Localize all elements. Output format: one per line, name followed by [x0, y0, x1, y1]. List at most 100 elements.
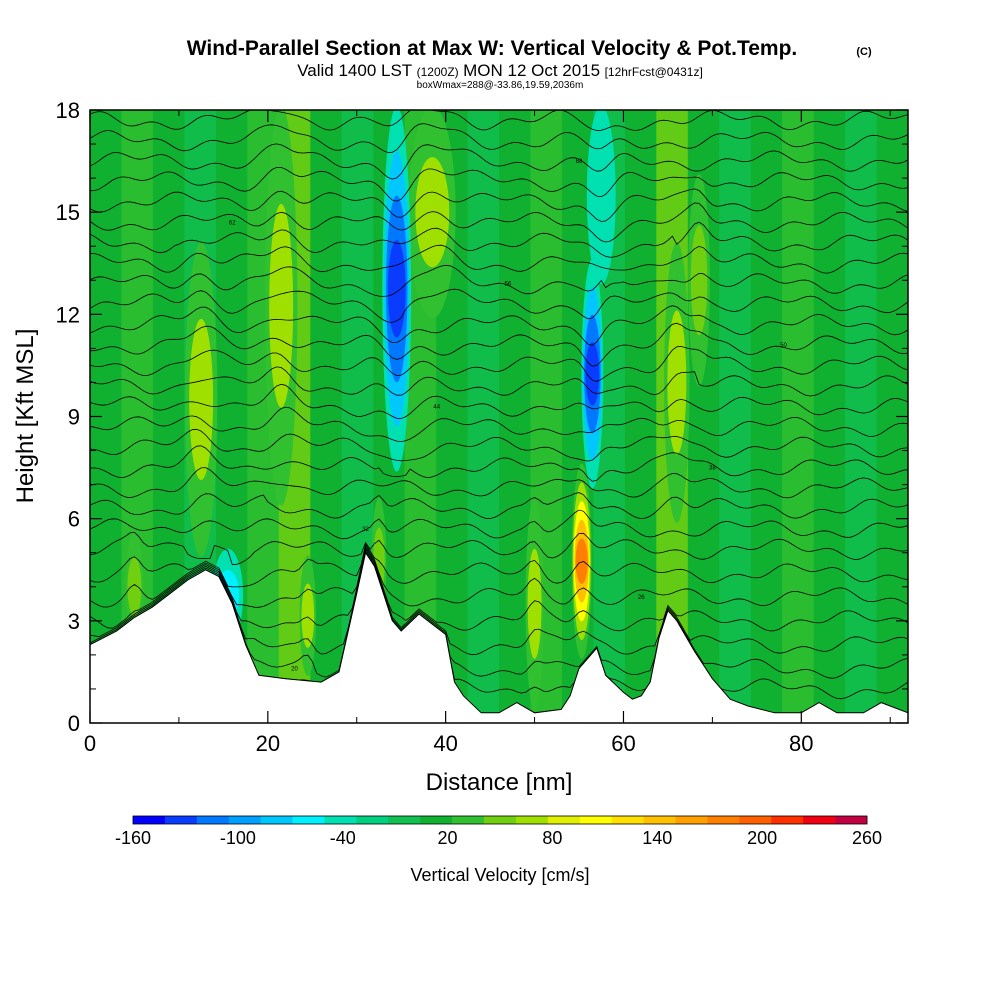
updraft-band	[415, 157, 450, 268]
updraft-band	[575, 538, 588, 584]
field-cell	[719, 110, 752, 723]
updraft-band	[189, 318, 214, 481]
subtitle-valid: Valid 1400 LST	[297, 61, 412, 80]
terrain	[89, 551, 909, 724]
colorbar-swatch	[356, 816, 389, 824]
isentrope-line	[90, 202, 908, 243]
colorbar-tick-label: -160	[115, 828, 151, 848]
potential-temperature-contours: 20 26 32 38 44 50 56 62 68	[90, 110, 908, 700]
isentrope-line	[90, 546, 908, 632]
isentrope-label: 44	[433, 404, 440, 410]
colorbar-swatch	[515, 816, 549, 824]
updraft-band	[667, 310, 687, 455]
isentrope-line	[90, 543, 908, 588]
field-cell	[750, 110, 783, 723]
x-axis-title: Distance [nm]	[426, 769, 573, 796]
isentrope-line	[90, 167, 908, 202]
box-info: boxWmax=288@-33.86,19.59,2036m	[417, 80, 584, 91]
isentrope-line	[90, 221, 908, 258]
y-tick-label: 3	[68, 609, 80, 634]
isentrope-line	[90, 509, 908, 540]
colorbar-tick-label: 140	[642, 828, 672, 848]
isentrope-label: 50	[780, 343, 787, 349]
colorbar-swatch	[196, 816, 230, 824]
field-cell	[782, 110, 815, 723]
updraft-band	[690, 225, 708, 336]
colorbar-swatch	[611, 816, 644, 824]
colorbar-swatch	[675, 816, 708, 824]
isentrope-line	[90, 322, 908, 367]
field-cell	[813, 110, 846, 723]
isentrope-line	[90, 467, 908, 499]
field-cell	[467, 110, 500, 723]
field-cell	[624, 110, 657, 723]
colorbar-swatch	[547, 816, 581, 824]
colorbar-title: Vertical Velocity [cm/s]	[410, 865, 589, 885]
x-tick-label: 0	[84, 731, 96, 756]
isentrope-label: 32	[362, 527, 369, 533]
colorbar-swatch	[164, 816, 198, 824]
colorbar-swatch	[452, 816, 485, 824]
colorbar-tick-label: 260	[852, 828, 882, 848]
colorbar-tick-label: -40	[330, 828, 356, 848]
isentrope-line	[90, 428, 908, 462]
isentrope-line	[90, 544, 908, 608]
subtitle-date: MON 12 Oct 2015	[463, 61, 600, 80]
colorbar-swatch	[739, 816, 772, 824]
isentrope-line	[90, 445, 908, 482]
x-tick-label: 20	[256, 731, 280, 756]
isentrope-line	[90, 143, 908, 180]
isentrope-line	[90, 492, 908, 520]
updraft-band	[301, 583, 315, 648]
isentrope-label: 62	[229, 220, 236, 226]
updraft-band	[269, 203, 294, 408]
isentrope-line	[90, 264, 908, 297]
isentrope-line	[90, 123, 908, 153]
y-tick-label: 18	[56, 98, 80, 123]
colorbar-swatch	[388, 816, 421, 824]
y-axis-title: Height [Kft MSL]	[12, 329, 39, 504]
isentrope-line	[90, 383, 908, 419]
updraft-band	[127, 557, 142, 617]
colorbar-tick-label: 20	[438, 828, 458, 848]
colorbar-swatch	[484, 816, 517, 824]
colorbar-swatch	[707, 816, 740, 824]
field-cell	[845, 110, 878, 723]
x-tick-label: 60	[611, 731, 635, 756]
subtitle-forecast: [12hrFcst@0431z]	[605, 65, 703, 79]
colorbar-swatch	[643, 816, 676, 824]
colorbar-swatch	[228, 816, 261, 824]
colorbar-swatch	[420, 816, 453, 824]
colorbar-swatch	[133, 816, 166, 824]
chart-title-mark: (C)	[856, 46, 872, 58]
downdraft-band	[585, 342, 600, 406]
colorbar-tick-label: 200	[747, 828, 777, 848]
colorbar-swatch	[803, 816, 836, 824]
isentrope-line	[90, 549, 908, 679]
isentrope-line	[90, 366, 908, 397]
isentrope-label: 38	[709, 466, 716, 472]
isentrope-line	[90, 531, 908, 566]
colorbar-swatch	[260, 816, 293, 824]
isentrope-line	[90, 305, 908, 346]
chart-title: Wind-Parallel Section at Max W: Vertical…	[187, 37, 798, 60]
isentrope-line	[90, 188, 908, 222]
isentrope-line	[90, 548, 908, 656]
x-tick-label: 80	[789, 731, 813, 756]
isentrope-label: 20	[291, 667, 298, 673]
colorbar-swatch	[579, 816, 612, 824]
chart-subtitle: Valid 1400 LST (1200Z) MON 12 Oct 2015 […	[297, 61, 703, 80]
isentrope-line	[90, 110, 908, 131]
colorbar-tick-label: -100	[220, 828, 256, 848]
downdraft-band	[387, 240, 406, 338]
x-tick-label: 40	[433, 731, 457, 756]
colorbar-swatch	[324, 816, 357, 824]
colorbar-tick-label: 80	[542, 828, 562, 848]
subtitle-utc: (1200Z)	[417, 65, 459, 79]
isentrope-label: 26	[638, 595, 645, 601]
y-tick-label: 9	[68, 405, 80, 430]
colorbar-swatch	[835, 816, 868, 824]
downdraft-band	[590, 148, 612, 242]
colorbar: -160 -100 -40 20 80 140 200 260	[115, 815, 882, 848]
